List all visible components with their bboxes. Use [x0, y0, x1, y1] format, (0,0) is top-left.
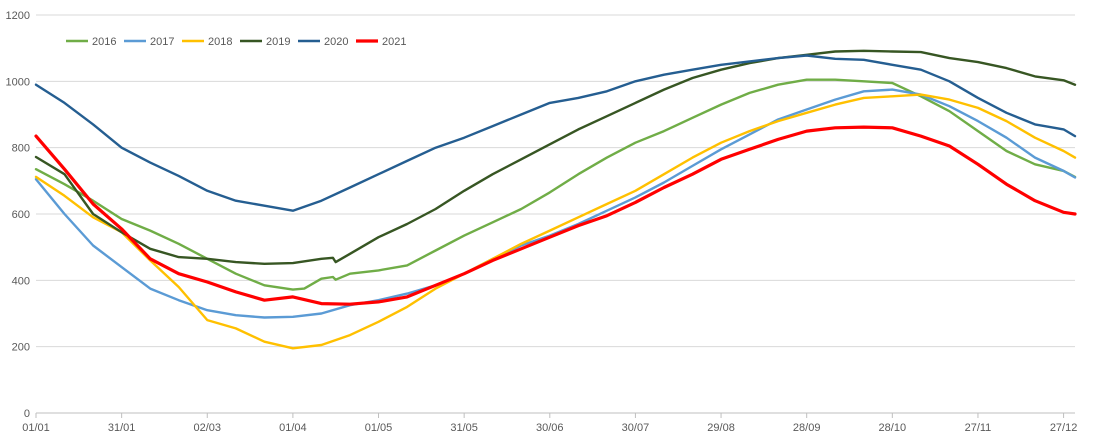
legend-label-2018: 2018: [208, 36, 232, 48]
series-lines: [34, 49, 1077, 350]
series-line-2021: [34, 125, 1077, 306]
series-line-2019: [34, 49, 1077, 265]
y-tick-label: 400: [12, 275, 30, 287]
x-tick-label: 27/11: [965, 422, 992, 434]
y-tick-label: 1000: [6, 76, 30, 88]
gridlines: [36, 14, 1075, 348]
x-tick-label: 31/01: [108, 422, 136, 434]
x-tick-label: 01/04: [279, 422, 307, 434]
x-tick-label: 02/03: [193, 422, 221, 434]
legend-label-2021: 2021: [382, 36, 406, 48]
y-tick-label: 800: [12, 143, 30, 155]
x-tick-label: 01/01: [22, 422, 50, 434]
legend-label-2017: 2017: [150, 36, 174, 48]
x-tick-label: 30/06: [536, 422, 564, 434]
legend-label-2020: 2020: [324, 36, 348, 48]
x-tick-label: 29/08: [707, 422, 735, 434]
legend-label-2016: 2016: [92, 36, 116, 48]
series-line-2016: [34, 78, 1077, 291]
x-tick-label: 30/07: [622, 422, 650, 434]
y-tick-label: 200: [12, 342, 30, 354]
series-line-2020: [34, 54, 1077, 212]
y-tick-label: 0: [24, 408, 30, 420]
x-tick-label: 27/12: [1050, 422, 1078, 434]
y-tick-label: 1200: [6, 10, 30, 22]
axes: 0 200 400 600 800 1000 1200 01/01 31/01 02/03 01/0…: [6, 10, 1078, 434]
legend: 2016 2017 2018 2019 2020 2021: [66, 36, 406, 48]
x-tick-label: 28/09: [793, 422, 821, 434]
legend-label-2019: 2019: [266, 36, 290, 48]
y-tick-label: 600: [12, 209, 30, 221]
x-tick-label: 28/10: [879, 422, 907, 434]
series-line-2018: [34, 93, 1077, 350]
x-tick-label: 31/05: [450, 422, 478, 434]
x-tick-label: 01/05: [365, 422, 393, 434]
